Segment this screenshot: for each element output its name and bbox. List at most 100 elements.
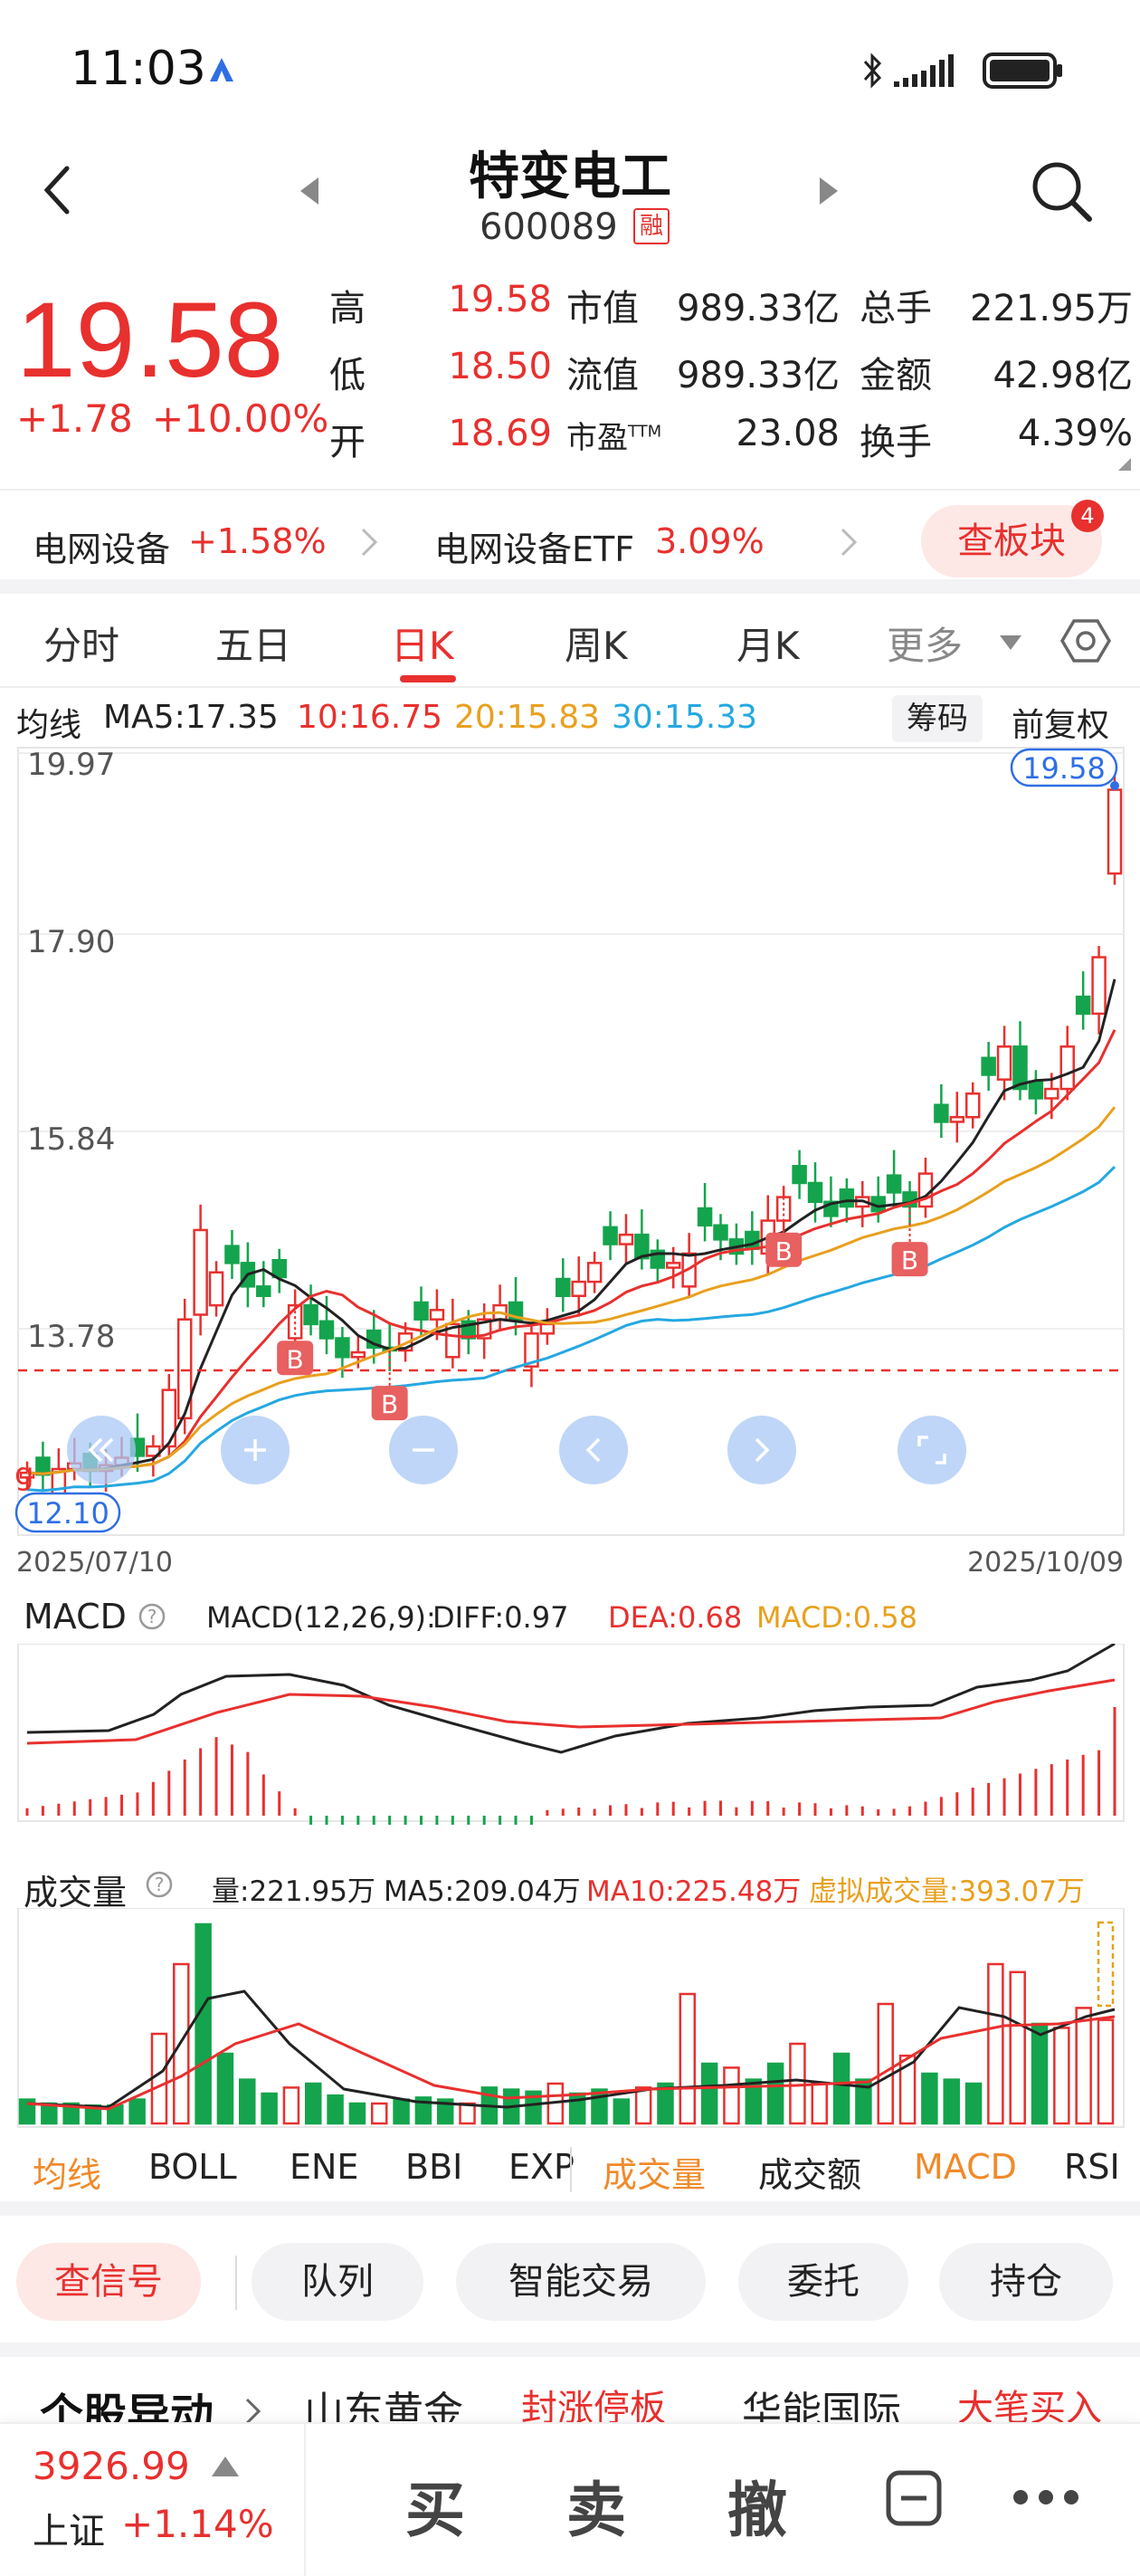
chevron-right-icon	[755, 1437, 770, 1463]
buy-button[interactable]: 买	[405, 2476, 465, 2545]
last-price-dot	[1110, 781, 1119, 790]
indicator-amount[interactable]: 成交额	[758, 2155, 862, 2195]
indicator-bbi[interactable]: BBI	[405, 2147, 463, 2187]
stat-value: 18.69	[448, 413, 552, 454]
volume-ma5-line	[26, 1989, 1116, 2109]
stray-mark: g	[14, 1456, 34, 1493]
tab-more[interactable]: 更多	[887, 624, 964, 668]
chevron-right-icon	[841, 528, 858, 557]
bluetooth-icon	[863, 52, 882, 89]
index-value[interactable]: 3926.99	[33, 2444, 190, 2488]
orders-button[interactable]: 委托	[738, 2243, 908, 2321]
volume-bar	[877, 2002, 894, 2125]
indicator-ma[interactable]: 均线	[33, 2155, 102, 2195]
news-item[interactable]: 山东黄金	[304, 2389, 463, 2426]
up-triangle-icon	[212, 2457, 239, 2476]
indicator-volume[interactable]: 成交量	[603, 2155, 707, 2195]
buy-marker[interactable]	[891, 1242, 928, 1277]
candle-body	[1107, 788, 1123, 875]
chip-button[interactable]: 筹码	[892, 695, 983, 742]
virtual-volume-bar	[1097, 1921, 1115, 2008]
divider	[0, 579, 1140, 594]
active-tab-indicator	[400, 675, 456, 682]
adjust-button[interactable]: 前复权	[1012, 707, 1110, 744]
help-icon[interactable]: ?	[138, 1602, 166, 1631]
ma30-value: 30:15.33	[612, 699, 757, 736]
prev-stock-icon[interactable]	[299, 176, 320, 206]
tab-daily-k[interactable]: 日K	[391, 624, 454, 668]
news-tag: 封涨停板	[521, 2388, 666, 2426]
indicator-boll[interactable]: BOLL	[148, 2147, 237, 2187]
buy-marker[interactable]	[371, 1386, 408, 1421]
collapse-icon[interactable]	[885, 2469, 943, 2527]
scroll-left-button[interactable]	[559, 1416, 628, 1484]
macd-dea: DEA:0.68	[608, 1600, 743, 1635]
volume-bar	[943, 2078, 960, 2125]
candle-body	[886, 1174, 902, 1194]
volume-ma10-line	[26, 2015, 1116, 2111]
help-icon[interactable]: ?	[145, 1870, 174, 1899]
news-item[interactable]: 华能国际	[742, 2389, 901, 2426]
buy-marker[interactable]	[765, 1232, 803, 1267]
dropdown-icon[interactable]	[999, 634, 1022, 652]
tab-monthly-k[interactable]: 月K	[736, 624, 800, 668]
macd-frame	[17, 1644, 1125, 1822]
indicator-ene[interactable]: ENE	[290, 2147, 359, 2187]
stock-header: 特变电工 600089 融	[0, 136, 1140, 272]
buy-marker-label: B	[381, 1389, 398, 1419]
last-price-tag: 19.58	[1022, 751, 1106, 786]
volume-bar	[525, 2090, 542, 2125]
sector-name[interactable]: 电网设备	[33, 530, 171, 569]
ma20-line	[26, 1106, 1116, 1475]
candle-body	[1075, 995, 1091, 1016]
stat-value: 42.98亿	[993, 355, 1133, 396]
volume-bar	[436, 2098, 454, 2125]
candle-body	[981, 1056, 996, 1076]
etf-name[interactable]: 电网设备ETF	[434, 530, 635, 569]
ma5-line	[26, 978, 1116, 1475]
settings-hex-icon[interactable]	[1060, 615, 1111, 666]
candle-body	[318, 1320, 335, 1340]
candle-body	[176, 1318, 193, 1420]
tab-five-day[interactable]: 五日	[215, 624, 292, 668]
macd-chart[interactable]	[0, 1644, 1140, 1825]
volume-bar	[1031, 2022, 1049, 2125]
volume-bar	[766, 2062, 784, 2125]
tab-intraday[interactable]: 分时	[43, 624, 120, 668]
svg-text:?: ?	[155, 1874, 165, 1895]
tab-weekly-k[interactable]: 周K	[565, 624, 628, 668]
indicator-macd[interactable]: MACD	[914, 2147, 1017, 2187]
cancel-button[interactable]: 撤	[727, 2476, 787, 2545]
queue-button[interactable]: 队列	[252, 2243, 423, 2321]
index-name[interactable]: 上证	[33, 2511, 105, 2552]
current-price: 19.58	[16, 281, 284, 400]
check-signal-button[interactable]: 查信号	[16, 2243, 201, 2321]
volume-bar	[239, 2078, 256, 2125]
positions-button[interactable]: 持仓	[939, 2243, 1113, 2321]
volume-bar	[216, 2052, 234, 2125]
buy-marker[interactable]	[277, 1340, 314, 1376]
candle-body	[603, 1226, 618, 1245]
candlestick-chart[interactable]: 19.97 17.90 15.84 13.78 19.58 12.10 g B B…	[0, 742, 1140, 1593]
low-price-tag-frame	[14, 1492, 121, 1533]
fullscreen-button[interactable]	[898, 1416, 966, 1484]
indicator-exp[interactable]: EXP	[508, 2147, 575, 2187]
volume-chart[interactable]	[0, 1908, 1140, 2131]
expand-corner-icon[interactable]	[1118, 458, 1131, 471]
smart-trade-button[interactable]: 智能交易	[456, 2243, 706, 2321]
search-icon[interactable]	[1030, 159, 1095, 224]
next-stock-icon[interactable]	[818, 176, 840, 206]
candle-body	[949, 1115, 965, 1123]
news-ticker[interactable]: 个股异动 山东黄金 封涨停板 华能国际 大笔买入	[0, 2359, 1140, 2426]
candle-body	[1044, 1087, 1059, 1100]
stat-label: 市盈TTM	[566, 420, 662, 456]
candle-body	[917, 1172, 934, 1208]
scroll-right-button[interactable]	[727, 1416, 796, 1484]
stat-label: 开	[329, 422, 366, 463]
sell-button[interactable]: 卖	[566, 2476, 626, 2545]
back-icon[interactable]	[40, 163, 76, 217]
more-icon[interactable]	[1010, 2484, 1082, 2511]
volume-bar	[327, 2094, 344, 2125]
indicator-rsi[interactable]: RSI	[1064, 2147, 1120, 2187]
candle-body	[161, 1388, 177, 1448]
